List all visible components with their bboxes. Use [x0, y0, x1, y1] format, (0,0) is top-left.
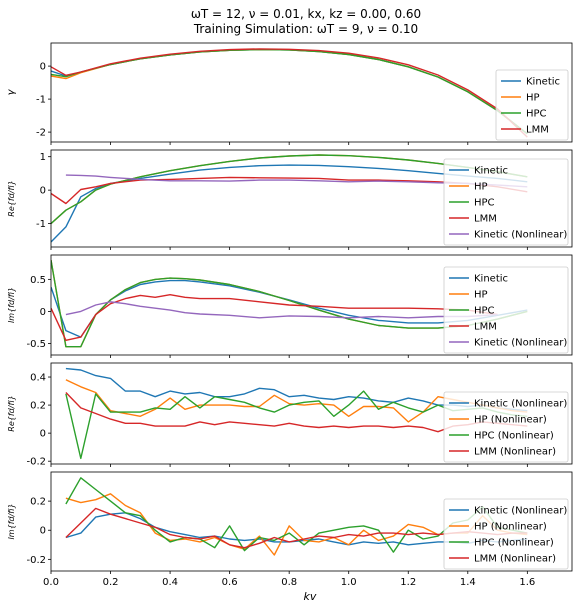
series-group	[51, 154, 528, 243]
axes-frame	[50, 471, 573, 572]
legend-label: HP	[526, 93, 540, 104]
series-group	[51, 259, 528, 348]
figure-title-line1: ωT = 12, ν = 0.01, kx, kz = 0.00, 0.60	[191, 7, 421, 21]
series-line-hpc	[51, 259, 528, 348]
y-tick-label: 1	[40, 152, 46, 163]
subplot-2: -1 0 1 Re{fd/fi} Kinetic HP HPC LMM Kinetic (Non…	[7, 149, 573, 250]
legend-label: HP	[474, 182, 488, 193]
x-tick-label: 0.6	[222, 577, 238, 588]
y-tick-label: 0	[40, 429, 46, 440]
y-tick-label: 0	[40, 186, 46, 197]
legend-label: HP	[474, 290, 488, 301]
y-tick-label: -1	[36, 95, 46, 106]
legend-label: Kinetic	[474, 274, 508, 285]
subplots: -2 -1 0 γ Kinetic HP HPC LMM -1 0 1 Re{fd/fi} Kineti…	[6, 42, 573, 588]
legend-label: Kinetic	[474, 166, 508, 177]
legend: Kinetic (Nonlinear) HP (Nonlinear) HPC (No…	[443, 498, 569, 570]
y-tick-label: 0.5	[30, 275, 46, 286]
series-line-kinetic	[51, 164, 528, 243]
figure-title-line2: Training Simulation: ωT = 9, ν = 0.10	[193, 22, 418, 36]
series-line-lmm	[51, 294, 498, 341]
x-tick-label: 1.4	[460, 577, 476, 588]
legend-label: LMM (Nonlinear)	[474, 554, 556, 565]
series-line-hpc	[51, 154, 528, 225]
x-axis-label: kv	[304, 590, 317, 603]
axes-frame	[50, 149, 573, 248]
legend: Kinetic HP HPC LMM Kinetic (Nonlinear)	[443, 158, 569, 246]
legend: Kinetic (Nonlinear) HP (Nonlinear) HPC (No…	[443, 391, 569, 463]
y-axis-label: Im{fd/fi}	[7, 503, 16, 539]
legend-label: HP (Nonlinear)	[474, 522, 547, 533]
legend-box	[443, 391, 569, 463]
legend: Kinetic HP HPC LMM	[495, 69, 569, 141]
y-axis-label: Im{fd/fi}	[7, 287, 16, 323]
series-line-lmm	[51, 48, 528, 138]
legend: Kinetic HP HPC LMM Kinetic (Nonlinear)	[443, 266, 569, 354]
y-axis-label: Re{fd/fi}	[7, 395, 16, 431]
series-line-lmm	[51, 176, 528, 205]
legend-label: Kinetic (Nonlinear)	[474, 230, 567, 241]
y-tick-label: 0.2	[30, 401, 46, 412]
x-tick-label: 1.2	[400, 577, 416, 588]
y-tick-label: -0.2	[26, 555, 46, 566]
x-tick-label: 0.0	[43, 577, 59, 588]
legend-label: LMM (Nonlinear)	[474, 447, 556, 458]
series-group	[51, 48, 528, 138]
y-tick-label: -1	[36, 219, 46, 230]
legend-label: Kinetic (Nonlinear)	[474, 506, 567, 517]
legend-label: HP (Nonlinear)	[474, 415, 547, 426]
y-tick-label: 0	[40, 62, 46, 73]
subplot-3: -0.5 0 0.5 Im{fd/fi} Kinetic HP HPC LMM Kinetic …	[7, 254, 573, 358]
legend-label: Kinetic (Nonlinear)	[474, 399, 567, 410]
legend-label: HPC (Nonlinear)	[474, 538, 554, 549]
legend-label: HPC	[526, 109, 547, 120]
y-tick-label: 0	[40, 307, 46, 318]
subplot-5: -0.2 0 0.2 0.0 0.2 0.4 0.6 0.8 1.0 1.2 1.4 1.6 Im{fd…	[7, 471, 573, 588]
legend-label: HPC	[474, 306, 495, 317]
legend-box	[443, 498, 569, 570]
legend-label: HPC	[474, 198, 495, 209]
series-line-kinetic-nonlinear	[65, 174, 528, 188]
y-tick-label: -2	[36, 128, 46, 139]
y-tick-label: -0.5	[26, 339, 46, 350]
legend-label: LMM	[474, 322, 497, 333]
x-tick-label: 1.6	[519, 577, 535, 588]
y-tick-label: 0.2	[30, 497, 46, 508]
legend-label: HPC (Nonlinear)	[474, 431, 554, 442]
y-tick-label: 0.4	[30, 373, 46, 384]
axes-frame	[50, 42, 573, 143]
legend-box	[443, 158, 569, 246]
series-line-kinetic-nonlinear	[65, 301, 498, 319]
legend-box	[495, 69, 569, 141]
y-tick-label: 0	[40, 526, 46, 537]
legend-label: Kinetic (Nonlinear)	[474, 338, 567, 349]
x-tick-label: 0.4	[162, 577, 178, 588]
legend-label: LMM	[474, 214, 497, 225]
y-tick-label: -0.2	[26, 457, 46, 468]
subplot-4: -0.2 0 0.2 0.4 Re{fd/fi} Kinetic (Nonlinear) H…	[7, 362, 573, 468]
x-tick-label: 0.8	[281, 577, 297, 588]
axes-frame	[50, 254, 573, 356]
y-axis-label: Re{fd/fi}	[7, 180, 16, 216]
legend-label: Kinetic	[526, 77, 560, 88]
legend-box	[443, 266, 569, 354]
x-tick-label: 0.2	[103, 577, 119, 588]
x-tick-label: 1.0	[341, 577, 357, 588]
subplot-1: -2 -1 0 γ Kinetic HP HPC LMM	[6, 42, 573, 145]
legend-label: LMM	[526, 125, 549, 136]
axes-frame	[50, 362, 573, 465]
y-axis-label: γ	[6, 88, 17, 95]
